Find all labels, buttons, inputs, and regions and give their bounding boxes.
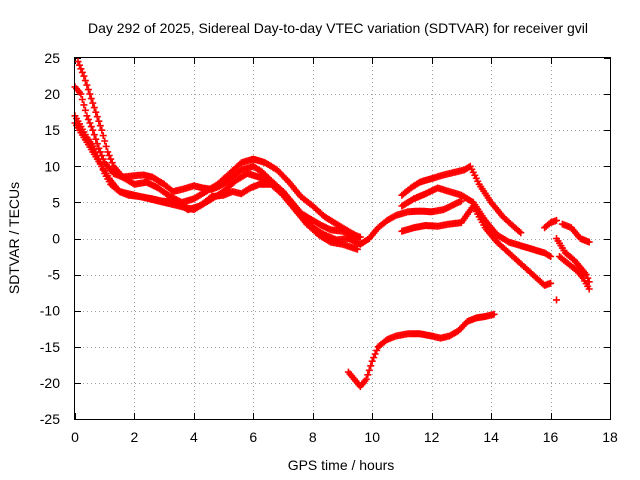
y-tick-label: 0	[52, 231, 60, 247]
data-point	[353, 232, 361, 240]
data-point	[76, 61, 83, 69]
series-trace-d	[71, 119, 465, 248]
y-tick-label: 15	[44, 122, 60, 138]
data-point	[108, 159, 116, 167]
data-point	[87, 95, 95, 103]
x-tick-label: 6	[249, 429, 257, 445]
series-trace-m	[344, 310, 498, 390]
series-trace-j	[553, 235, 593, 286]
data-point	[83, 112, 91, 120]
data-point	[86, 90, 94, 98]
x-tick-label: 16	[543, 429, 559, 445]
y-axis-label: SDTVAR / TECUs	[6, 182, 22, 294]
x-tick-label: 0	[71, 429, 79, 445]
data-point	[370, 354, 378, 362]
data-point	[582, 271, 590, 279]
y-tick-label: -20	[40, 375, 60, 391]
series-trace-h	[541, 216, 560, 232]
series-trace-b	[74, 58, 361, 240]
data-point	[585, 238, 593, 246]
data-point	[553, 216, 560, 224]
data-point	[585, 285, 593, 293]
series-trace-e	[398, 162, 525, 237]
data-point	[77, 90, 85, 98]
data-point	[81, 77, 89, 85]
x-tick-label: 12	[424, 429, 440, 445]
data-point	[368, 357, 376, 365]
data-point	[93, 113, 101, 121]
data-point	[107, 155, 115, 163]
data-point	[86, 119, 94, 127]
data-point	[371, 350, 379, 358]
plot-border	[74, 57, 611, 420]
series-trace-l	[553, 296, 560, 304]
series-trace-g	[398, 202, 555, 289]
x-tick-label: 10	[364, 429, 380, 445]
data-point	[98, 126, 106, 134]
y-tick-label: 5	[52, 194, 60, 210]
series-trace-k	[556, 253, 593, 293]
data-point	[364, 371, 372, 379]
x-tick-label: 8	[309, 429, 317, 445]
data-point	[104, 148, 112, 156]
data-point	[92, 135, 100, 143]
data-point	[89, 126, 97, 134]
data-point	[77, 65, 85, 73]
x-tick-label: 14	[483, 429, 499, 445]
data-point	[365, 366, 373, 374]
y-tick-label: -10	[40, 303, 60, 319]
data-point	[547, 279, 555, 287]
data-point	[373, 346, 381, 354]
data-point	[353, 245, 361, 253]
y-tick-label: 10	[44, 158, 60, 174]
data-point	[490, 310, 498, 318]
data-point	[90, 104, 98, 112]
x-tick-label: 18	[602, 429, 618, 445]
y-tick-label: -15	[40, 339, 60, 355]
data-point	[515, 228, 523, 235]
data-point	[367, 362, 375, 370]
data-point	[84, 115, 92, 123]
data-point	[80, 72, 88, 80]
data-point	[101, 137, 109, 145]
data-point	[78, 68, 86, 76]
data-point	[74, 58, 82, 66]
y-tick-label: 25	[44, 50, 60, 66]
data-point	[83, 81, 91, 89]
data-point	[553, 296, 560, 304]
data-point	[90, 131, 98, 139]
data-point	[545, 252, 553, 260]
x-axis-label: GPS time / hours	[288, 457, 395, 473]
data-point	[105, 152, 113, 159]
data-point	[89, 99, 97, 107]
data-point	[80, 101, 88, 109]
y-tick-label: -25	[40, 411, 60, 427]
x-tick-label: 4	[190, 429, 198, 445]
data-point	[96, 122, 104, 130]
data-point	[95, 117, 103, 125]
data-point	[92, 108, 100, 116]
chart-title: Day 292 of 2025, Sidereal Day-to-day VTE…	[88, 20, 588, 36]
data-point	[102, 142, 110, 150]
data-point	[547, 253, 555, 260]
data-point	[81, 106, 89, 114]
x-tick-labels: 0 2 4 6 8 10 12 14 16 18	[71, 429, 618, 445]
y-tick-label: 20	[44, 86, 60, 102]
x-tick-label: 2	[131, 429, 139, 445]
series-trace-i	[558, 220, 593, 246]
data-point	[84, 86, 92, 94]
data-point	[95, 144, 103, 152]
y-tick-labels: -25 -20 -15 -10 -5 0 5 10 15 20 25	[40, 50, 60, 427]
data-point	[99, 132, 107, 140]
series-trace-f	[398, 184, 555, 260]
data-points	[71, 58, 593, 390]
data-point	[87, 123, 95, 131]
y-tick-label: -5	[48, 267, 61, 283]
data-point	[78, 96, 86, 103]
data-point	[362, 375, 370, 383]
data-point	[93, 140, 101, 148]
data-point	[517, 229, 525, 237]
